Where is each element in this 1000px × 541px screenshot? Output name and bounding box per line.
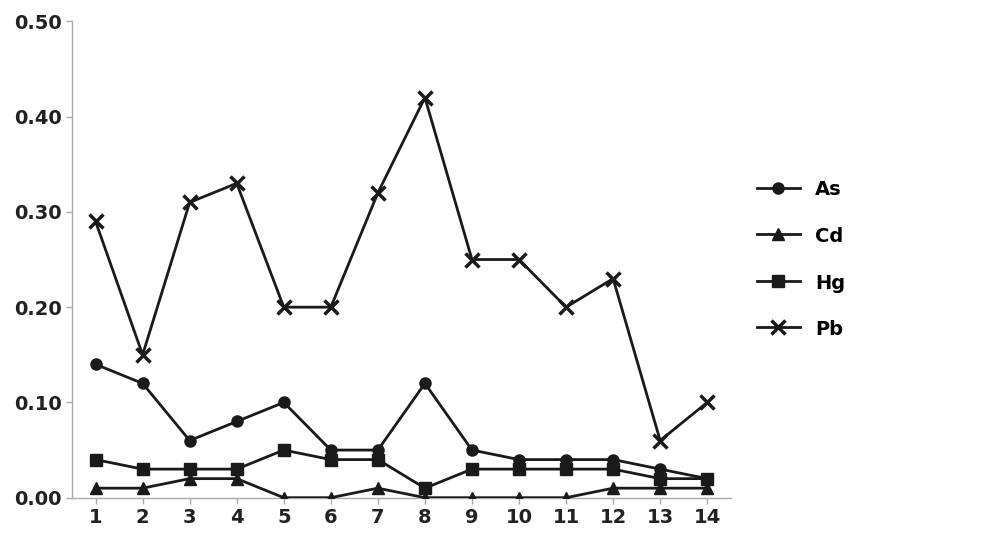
Pb xyxy=(278,304,290,311)
Hg xyxy=(90,457,102,463)
Cd xyxy=(466,494,478,501)
Pb xyxy=(607,275,619,282)
Hg xyxy=(560,466,572,472)
Pb xyxy=(466,256,478,263)
Pb xyxy=(137,352,149,358)
Line: Pb: Pb xyxy=(89,91,714,447)
As xyxy=(466,447,478,453)
As xyxy=(184,437,196,444)
Cd xyxy=(560,494,572,501)
Hg xyxy=(278,447,290,453)
Cd xyxy=(90,485,102,491)
As xyxy=(513,457,525,463)
Pb xyxy=(372,189,384,196)
Hg xyxy=(466,466,478,472)
Cd xyxy=(701,485,713,491)
Hg xyxy=(137,466,149,472)
Line: Cd: Cd xyxy=(90,473,713,503)
Pb xyxy=(325,304,337,311)
Cd xyxy=(325,494,337,501)
Line: As: As xyxy=(90,359,713,484)
Hg xyxy=(231,466,243,472)
Cd xyxy=(137,485,149,491)
As xyxy=(137,380,149,387)
Cd xyxy=(372,485,384,491)
Hg xyxy=(701,476,713,482)
Pb xyxy=(560,304,572,311)
Pb xyxy=(701,399,713,406)
Pb xyxy=(419,94,431,101)
As xyxy=(607,457,619,463)
Pb xyxy=(231,180,243,187)
Hg xyxy=(184,466,196,472)
Hg xyxy=(513,466,525,472)
As xyxy=(231,418,243,425)
Hg xyxy=(607,466,619,472)
As xyxy=(278,399,290,406)
As xyxy=(560,457,572,463)
Pb xyxy=(184,199,196,206)
As xyxy=(90,361,102,367)
Hg xyxy=(419,485,431,491)
Hg xyxy=(325,457,337,463)
Cd xyxy=(419,494,431,501)
Pb xyxy=(90,218,102,225)
Cd xyxy=(654,485,666,491)
Hg xyxy=(372,457,384,463)
Line: Hg: Hg xyxy=(90,445,713,494)
Legend: As, Cd, Hg, Pb: As, Cd, Hg, Pb xyxy=(747,170,855,349)
As xyxy=(419,380,431,387)
Cd xyxy=(184,476,196,482)
Cd xyxy=(513,494,525,501)
Cd xyxy=(607,485,619,491)
Hg xyxy=(654,476,666,482)
As xyxy=(325,447,337,453)
As xyxy=(654,466,666,472)
As xyxy=(372,447,384,453)
As xyxy=(701,476,713,482)
Pb xyxy=(513,256,525,263)
Cd xyxy=(231,476,243,482)
Cd xyxy=(278,494,290,501)
Pb xyxy=(654,437,666,444)
